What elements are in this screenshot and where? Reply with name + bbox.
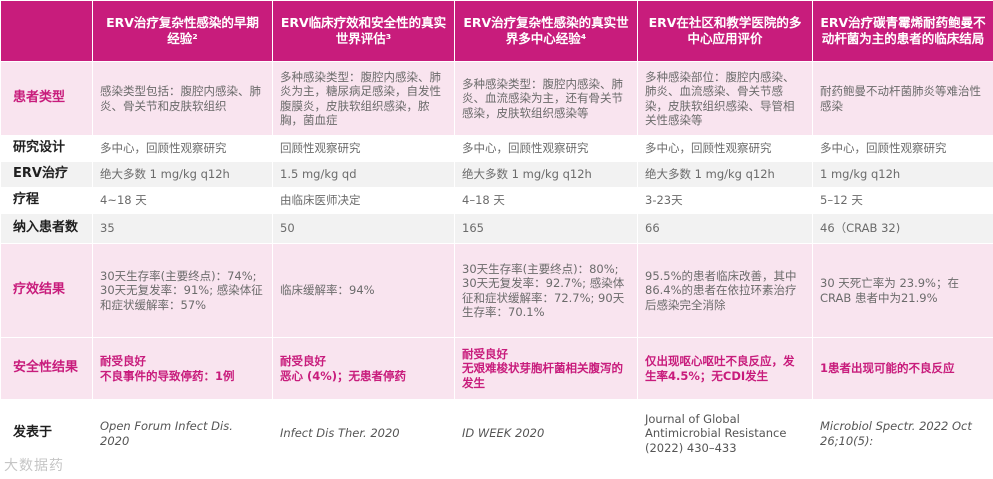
- table-cell: 多中心，回顾性观察研究: [637, 135, 813, 162]
- table-cell: 4~18 天: [92, 187, 273, 214]
- row-safety: 安全性结果 耐受良好 不良事件的导致停药：1例 耐受良好 恶心 (4%)；无患者…: [0, 337, 993, 400]
- table-cell: 30天生存率(主要终点)：80%; 30天无复发率：92.7%; 感染体征和症状…: [454, 243, 638, 338]
- table-cell: 绝大多数 1 mg/kg q12h: [454, 161, 638, 188]
- table-cell: 多种感染部位：腹腔内感染、肺炎、血流感染、骨关节感染，皮肤软组织感染、导管相关性…: [637, 61, 813, 136]
- row-efficacy: 疗效结果 30天生存率(主要终点)：74%; 30天无复发率：91%; 感染体征…: [0, 243, 993, 338]
- comparison-table: ERV治疗复杂性感染的早期经验² ERV临床疗效和安全性的真实世界评估³ ERV…: [0, 0, 993, 468]
- table-cell: 耐受良好 恶心 (4%)；无患者停药: [272, 337, 455, 400]
- table-cell: 绝大多数 1 mg/kg q12h: [92, 161, 273, 188]
- table-cell: Open Forum Infect Dis. 2020: [92, 399, 273, 468]
- table-cell: 3-23天: [637, 187, 813, 214]
- table-cell: 35: [92, 213, 273, 244]
- table-cell: 1 mg/kg q12h: [812, 161, 993, 188]
- header-corner: [0, 0, 93, 62]
- watermark: 大数据药: [4, 458, 64, 474]
- table-cell: 4–18 天: [454, 187, 638, 214]
- row-erv-treatment: ERV治疗 绝大多数 1 mg/kg q12h 1.5 mg/kg qd 绝大多…: [0, 161, 993, 188]
- header-study-1: ERV治疗复杂性感染的早期经验²: [92, 0, 273, 62]
- row-label: ERV治疗: [0, 161, 93, 188]
- table-cell: 多中心，回顾性观察研究: [454, 135, 638, 162]
- table-cell: 临床缓解率：94%: [272, 243, 455, 338]
- row-published-in: 发表于 Open Forum Infect Dis. 2020 Infect D…: [0, 399, 993, 468]
- table-cell: 30天生存率(主要终点)：74%; 30天无复发率：91%; 感染体征和症状缓解…: [92, 243, 273, 338]
- table-cell: Infect Dis Ther. 2020: [272, 399, 455, 468]
- header-study-5: ERV治疗碳青霉烯耐药鲍曼不动杆菌为主的患者的临床结局: [812, 0, 993, 62]
- row-label: 纳入患者数: [0, 213, 93, 244]
- row-patient-type: 患者类型 感染类型包括：腹腔内感染、肺炎、骨关节和皮肤软组织 多种感染类型：腹腔…: [0, 61, 993, 136]
- table-cell: Journal of Global Antimicrobial Resistan…: [637, 399, 813, 468]
- table-cell: 165: [454, 213, 638, 244]
- table-cell: 1.5 mg/kg qd: [272, 161, 455, 188]
- table-cell: 多种感染类型：腹腔内感染、肺炎为主，糖尿病足感染，自发性腹膜炎，皮肤软组织感染，…: [272, 61, 455, 136]
- table-cell: 46（CRAB 32): [812, 213, 993, 244]
- row-label: 研究设计: [0, 135, 93, 162]
- header-study-4: ERV在社区和教学医院的多中心应用评价: [637, 0, 813, 62]
- table-cell: 多中心，回顾性观察研究: [92, 135, 273, 162]
- header-study-3: ERV治疗复杂性感染的真实世界多中心经验⁴: [454, 0, 638, 62]
- row-label: 发表于: [0, 399, 93, 468]
- table-cell: 由临床医师决定: [272, 187, 455, 214]
- table-cell: ID WEEK 2020: [454, 399, 638, 468]
- table-cell: 绝大多数 1 mg/kg q12h: [637, 161, 813, 188]
- table-cell: 30 天死亡率为 23.9%；在 CRAB 患者中为21.9%: [812, 243, 993, 338]
- table-cell: 耐受良好 无艰难梭状芽胞杆菌相关腹泻的发生: [454, 337, 638, 400]
- header-study-2: ERV临床疗效和安全性的真实世界评估³: [272, 0, 455, 62]
- table-cell: Microbiol Spectr. 2022 Oct 26;10(5):: [812, 399, 993, 468]
- table-cell: 5–12 天: [812, 187, 993, 214]
- table-cell: 仅出现呕心呕吐不良反应，发生率4.5%；无CDI发生: [637, 337, 813, 400]
- row-label: 疗效结果: [0, 243, 93, 338]
- table-cell: 95.5%的患者临床改善，其中86.4%的患者在依拉环素治疗后感染完全消除: [637, 243, 813, 338]
- table-cell: 多中心，回顾性观察研究: [812, 135, 993, 162]
- table-cell: 多种感染类型：腹腔内感染、肺炎、血流感染为主，还有骨关节感染，皮肤软组织感染等: [454, 61, 638, 136]
- row-label: 患者类型: [0, 61, 93, 136]
- table-cell: 耐受良好 不良事件的导致停药：1例: [92, 337, 273, 400]
- table-cell: 感染类型包括：腹腔内感染、肺炎、骨关节和皮肤软组织: [92, 61, 273, 136]
- table-cell: 66: [637, 213, 813, 244]
- header-row: ERV治疗复杂性感染的早期经验² ERV临床疗效和安全性的真实世界评估³ ERV…: [0, 0, 993, 62]
- row-study-design: 研究设计 多中心，回顾性观察研究 回顾性观察研究 多中心，回顾性观察研究 多中心…: [0, 135, 993, 162]
- row-label: 安全性结果: [0, 337, 93, 400]
- table-cell: 50: [272, 213, 455, 244]
- table-cell: 回顾性观察研究: [272, 135, 455, 162]
- table-cell: 耐药鲍曼不动杆菌肺炎等难治性感染: [812, 61, 993, 136]
- row-patients-enrolled: 纳入患者数 35 50 165 66 46（CRAB 32): [0, 213, 993, 244]
- table-cell: 1患者出现可能的不良反应: [812, 337, 993, 400]
- row-course: 疗程 4~18 天 由临床医师决定 4–18 天 3-23天 5–12 天: [0, 187, 993, 214]
- row-label: 疗程: [0, 187, 93, 214]
